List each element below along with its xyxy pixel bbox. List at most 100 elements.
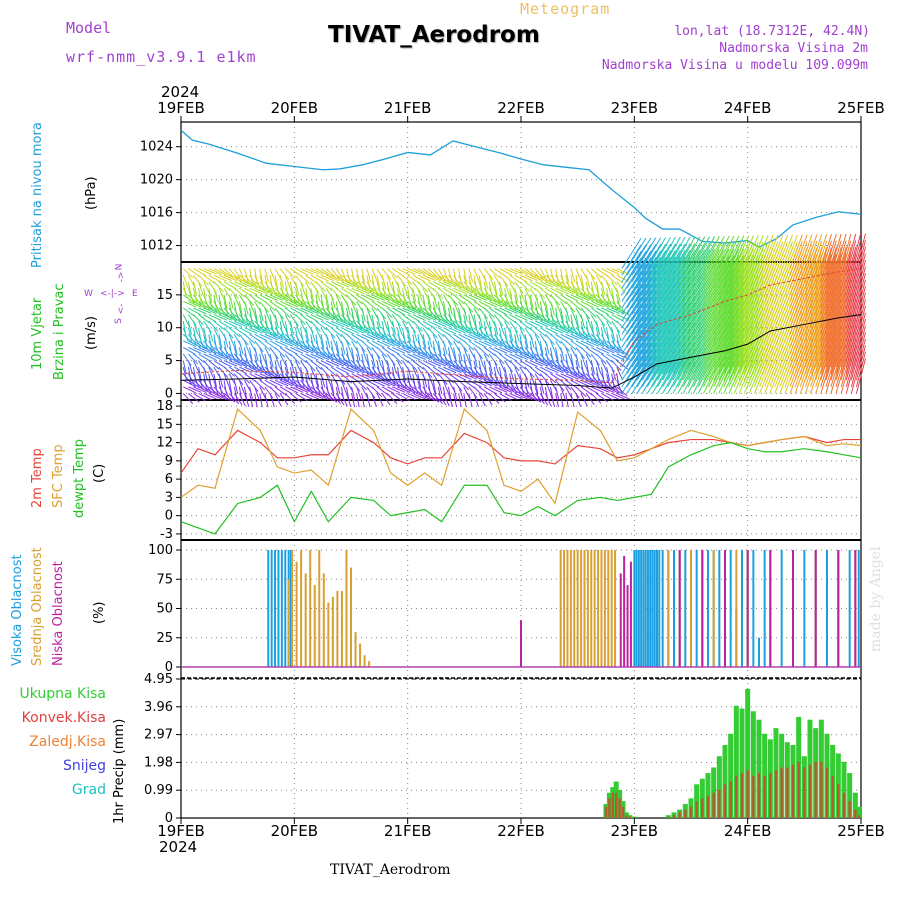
wind-barb xyxy=(345,268,351,283)
wind-barb xyxy=(473,294,488,301)
wind-barb xyxy=(575,340,589,348)
wind-barb xyxy=(641,335,662,368)
wind-barb xyxy=(320,360,334,368)
wind-barb xyxy=(330,281,345,289)
wind-barb xyxy=(667,289,686,322)
cloud-high-bar xyxy=(729,550,732,667)
wind-barb xyxy=(733,255,750,289)
wind-barb xyxy=(687,242,706,276)
precip-conv-bar xyxy=(718,789,721,818)
wind-barb xyxy=(672,328,691,361)
wind-barb xyxy=(442,340,448,355)
precip-conv-bar xyxy=(628,816,631,818)
wind-barb xyxy=(631,316,652,348)
wind-barb xyxy=(183,346,196,355)
wind-barb xyxy=(437,314,450,325)
wind-barb xyxy=(274,379,289,387)
wind-barb xyxy=(672,341,691,374)
wind-barb xyxy=(198,379,208,392)
wind-barb xyxy=(667,322,686,355)
wind-barb xyxy=(631,362,652,394)
wind-barb xyxy=(489,379,502,388)
wind-barb xyxy=(295,268,309,276)
wind-barb xyxy=(570,294,584,301)
wind-barb xyxy=(840,240,852,276)
wind-barb xyxy=(437,347,443,362)
wind-barb xyxy=(279,321,284,336)
wind-barb xyxy=(351,327,365,334)
cloud-high-bar xyxy=(780,550,783,667)
wind-barb xyxy=(315,327,323,341)
wind-barb xyxy=(295,360,302,374)
wind-barb xyxy=(488,393,500,404)
wind-barb xyxy=(570,307,577,322)
wind-barb xyxy=(764,241,779,276)
cloud-mid-bar xyxy=(295,561,298,667)
temp-2m-line xyxy=(180,429,861,474)
y-tick-label: 12 xyxy=(156,436,173,451)
wind-barb xyxy=(493,281,498,296)
wind-barb xyxy=(830,253,842,289)
wind-barb xyxy=(310,360,322,370)
wind-barb xyxy=(646,348,667,381)
wind-barb xyxy=(198,281,204,296)
wind-barb xyxy=(284,307,297,317)
wind-barb xyxy=(361,268,365,283)
wind-barb xyxy=(494,307,507,316)
wind-barb xyxy=(830,358,842,394)
wind-barb xyxy=(667,335,686,368)
cloud-high-bar xyxy=(633,550,636,667)
wind-barb xyxy=(667,276,686,309)
wind-barb xyxy=(453,393,458,408)
wind-barb xyxy=(422,380,427,395)
wind-barb xyxy=(723,268,740,302)
wind-barb xyxy=(585,314,592,328)
wind-barb xyxy=(810,352,823,388)
wind-barb xyxy=(672,335,691,368)
wind-barb xyxy=(320,347,331,359)
wind-barb xyxy=(264,307,271,322)
wind-barb xyxy=(545,281,559,288)
wind-barb xyxy=(657,342,676,374)
wind-barb xyxy=(590,353,600,366)
wind-barb xyxy=(427,294,432,309)
wind-barb xyxy=(340,307,346,322)
wind-barb xyxy=(636,355,657,388)
wind-barb xyxy=(234,320,248,328)
wind-barb xyxy=(667,256,686,289)
wind-barb xyxy=(386,307,399,317)
wind-barb xyxy=(606,367,611,381)
wind-barb xyxy=(560,353,565,368)
wind-barb xyxy=(804,352,818,388)
wind-barb xyxy=(840,325,852,361)
wind-barb xyxy=(213,314,227,321)
wind-barb xyxy=(468,353,472,368)
wind-barb xyxy=(438,366,451,374)
wind-barb xyxy=(381,294,395,303)
wind-barb xyxy=(422,281,435,291)
wind-barb xyxy=(238,307,244,322)
wind-barb xyxy=(468,268,474,283)
wind-barb xyxy=(494,346,508,354)
wind-barb xyxy=(412,307,426,316)
wind-barb xyxy=(672,322,691,355)
wind-barb xyxy=(641,283,662,315)
wind-barb xyxy=(218,268,231,277)
wind-barb xyxy=(310,288,315,303)
wind-barb xyxy=(713,334,730,368)
wind-barb xyxy=(657,296,676,328)
wind-barb xyxy=(646,276,667,309)
wind-barb xyxy=(356,287,370,295)
wind-barb xyxy=(646,263,667,296)
wind-barb xyxy=(325,281,339,290)
wind-barb xyxy=(443,366,457,374)
wind-barb xyxy=(351,314,358,328)
cloud-low-bar xyxy=(814,550,817,667)
wind-barb xyxy=(498,281,504,296)
top-x-tick-label: 20FEB xyxy=(271,99,318,117)
wind-barb xyxy=(305,392,319,400)
wind-barb xyxy=(519,353,533,361)
wind-barb xyxy=(336,281,350,288)
wind-barb xyxy=(228,301,233,316)
wind-barb xyxy=(585,321,590,336)
